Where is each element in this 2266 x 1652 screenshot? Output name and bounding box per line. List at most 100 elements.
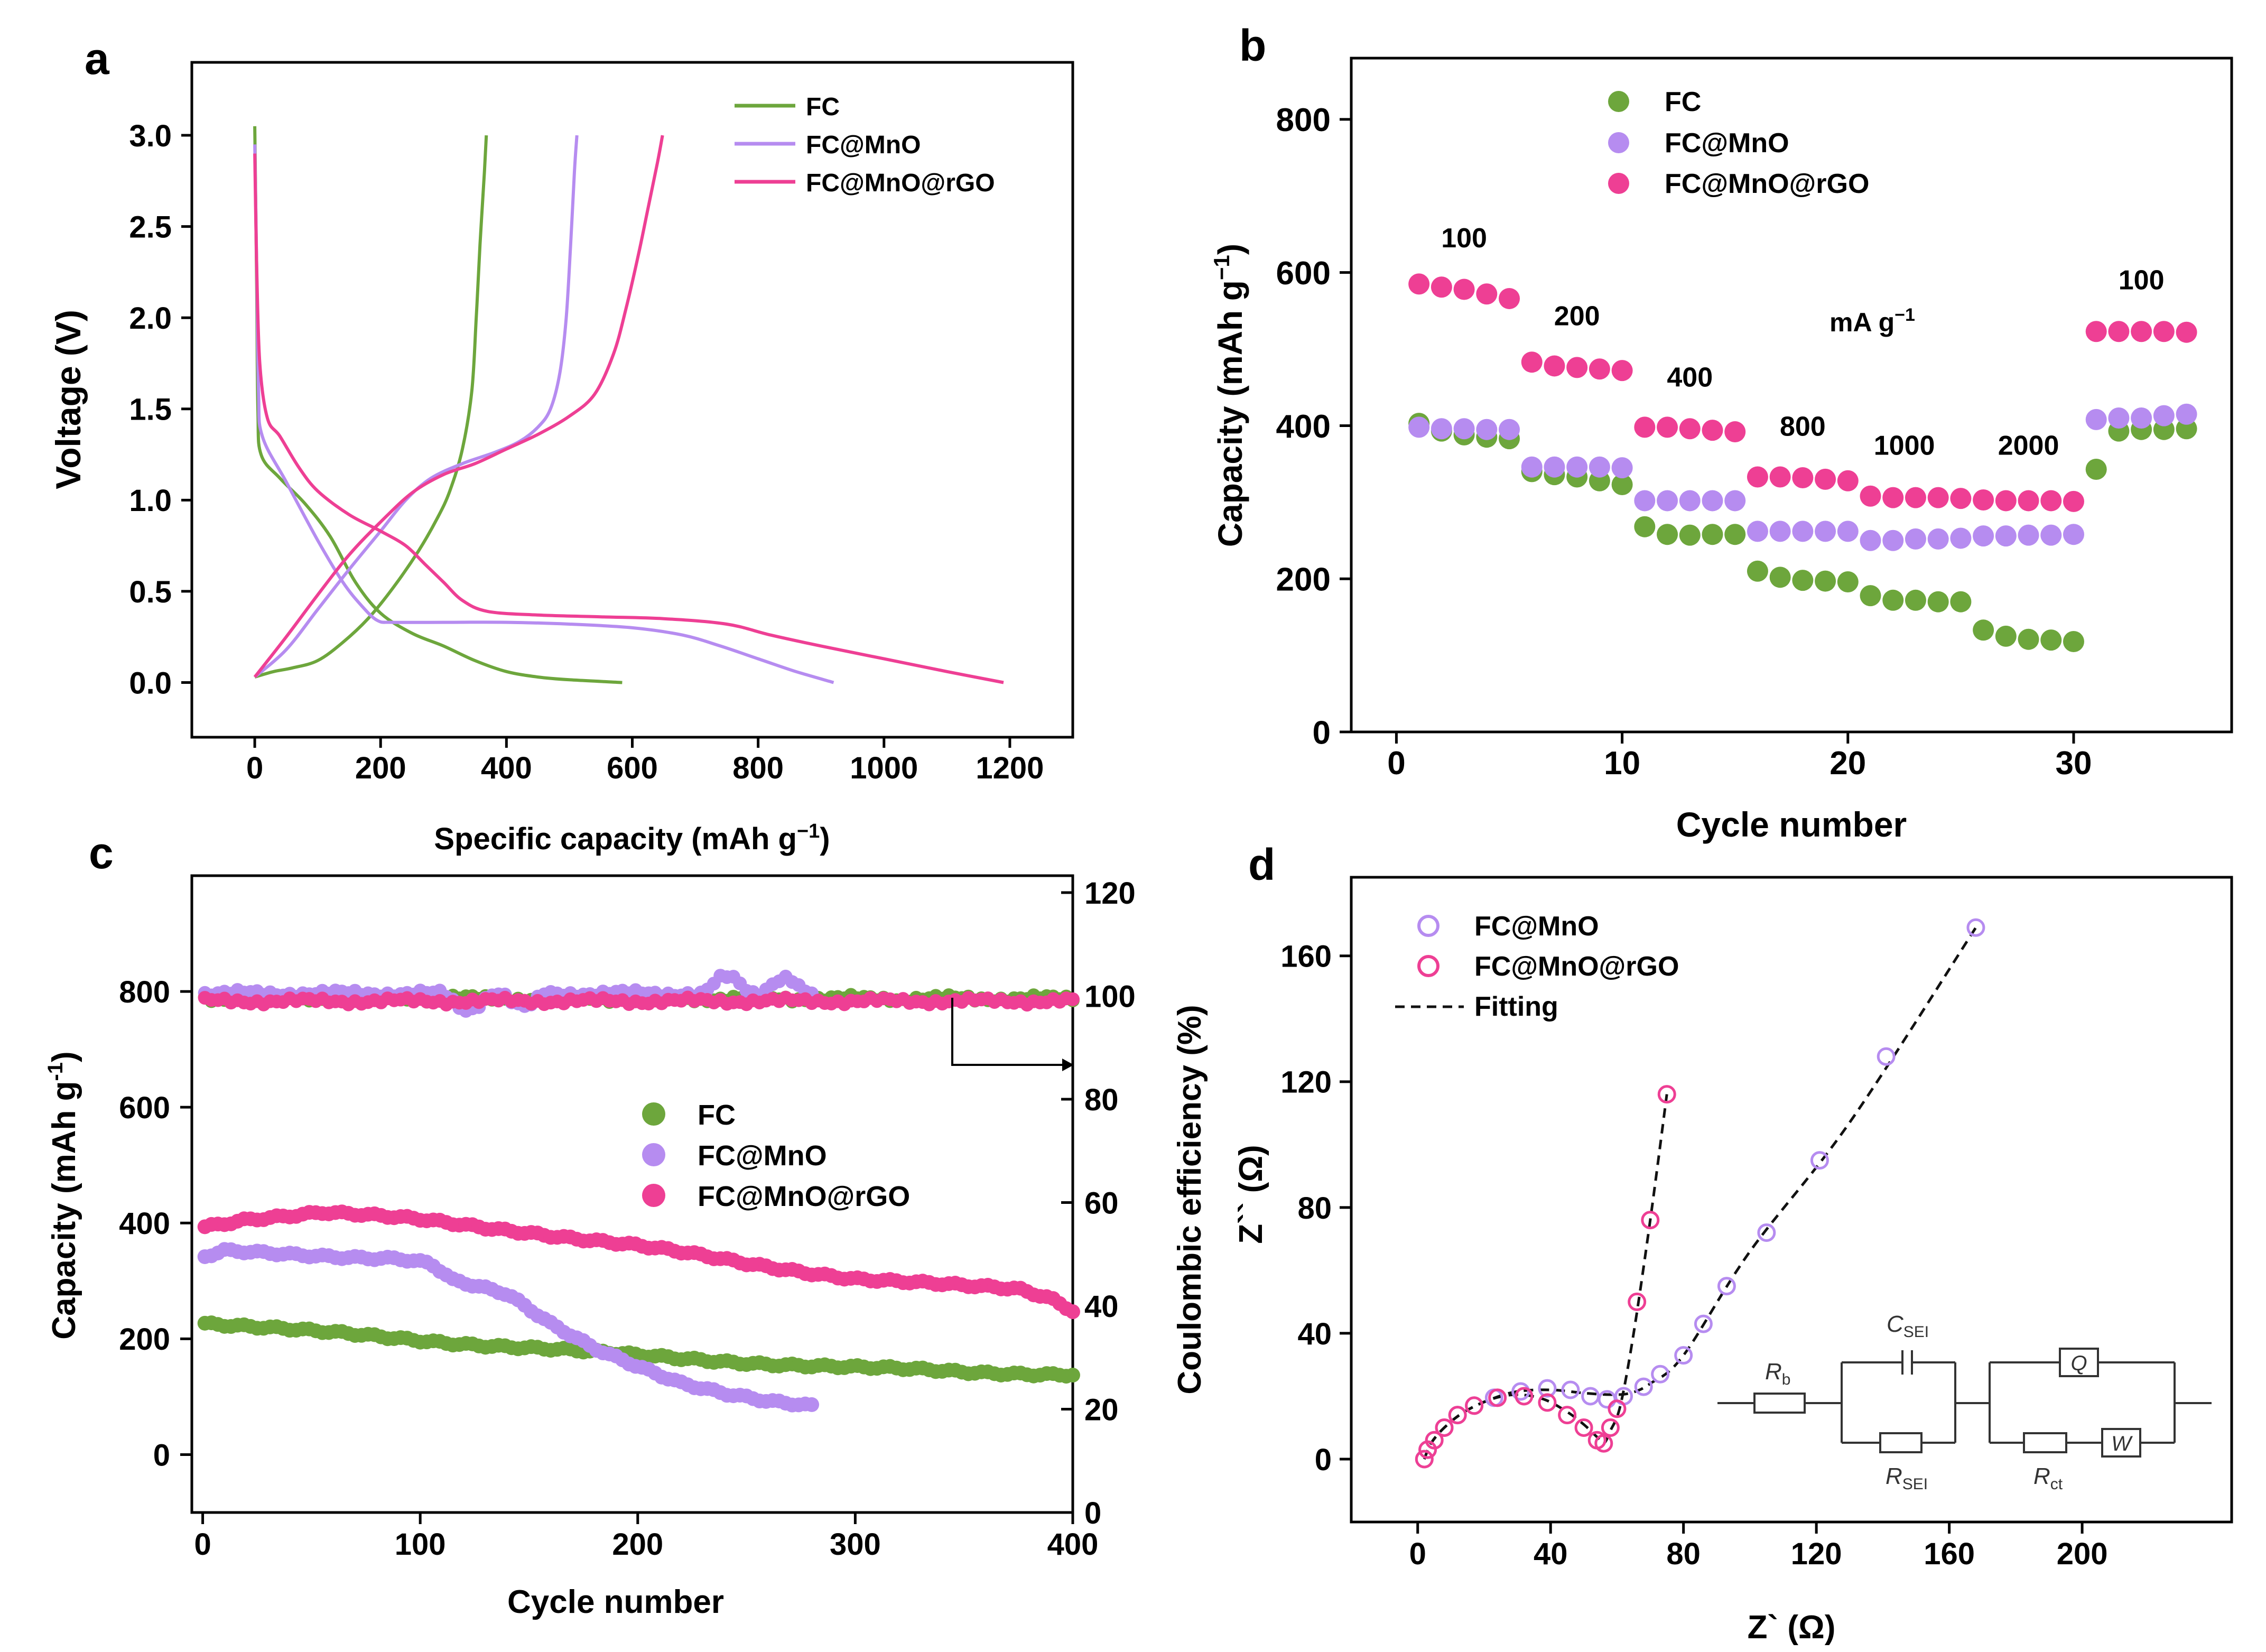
fc-mno-point (1950, 527, 1972, 549)
panel-a-x-title: Specific capacity (mAh g−1) (434, 820, 830, 856)
panel-d-y-tick-label: 80 (1297, 1191, 1332, 1226)
fc-mno-rgo-point (1544, 355, 1565, 377)
fc-mno-point (1860, 530, 1881, 551)
fc-point (1657, 524, 1678, 545)
fc-point (1679, 524, 1701, 546)
panel-a-y-tick-label: 2.5 (129, 210, 172, 245)
fc-mno-rgo-point (1792, 467, 1814, 488)
fc-capacity-point (1065, 1368, 1080, 1383)
fc-mno-point (1837, 521, 1859, 542)
fc-mno-point (1408, 416, 1430, 438)
panel-c-y2-tick-label: 80 (1084, 1083, 1119, 1117)
fc-mno-point (1566, 456, 1588, 478)
fc-mno-point (1905, 528, 1926, 550)
fc-mno-nyquist-point (1717, 1277, 1736, 1296)
fc-mno-rgo-nyquist-point (1435, 1418, 1454, 1437)
fc-mno-nyquist-point (1651, 1365, 1670, 1384)
fc-mno-rgo-point (2108, 321, 2130, 342)
panel-b-points (1408, 273, 2197, 653)
fc-mno-rgo-nyquist-point (1574, 1418, 1593, 1437)
panel-d-y-tick-label: 120 (1280, 1065, 1332, 1100)
panel-a-x-tick-label: 0 (246, 751, 263, 785)
panel-d-points (1415, 918, 1985, 1469)
fc-point (1882, 589, 1904, 611)
fc-mno-point (1476, 419, 1498, 440)
fc-mno-rgo-point (1973, 489, 1994, 511)
fc-mno-rgo-point (1611, 360, 1633, 382)
fc-mno-rgo-point (1408, 273, 1430, 295)
fc-mno-charge-curve (254, 135, 579, 679)
fc-mno-rgo-point (1499, 287, 1520, 309)
panel-a-x-tick-label: 1200 (976, 751, 1044, 785)
panel-a-y-tick-label: 3.0 (129, 119, 172, 153)
panel-b-x-tick-label: 30 (2055, 745, 2092, 782)
legend-c-fc-mno-marker (642, 1143, 665, 1166)
fc-mno-nyquist-point (1877, 1047, 1896, 1066)
fc-point (2040, 629, 2062, 651)
legend-c-fc-mno-rgo-marker (642, 1184, 665, 1207)
fc-mno-capacity-point (804, 1397, 820, 1412)
panel-d-x-tick-label: 80 (1666, 1537, 1701, 1571)
panel-b-label: b (1239, 21, 1266, 70)
fc-mno-rgo-point (1927, 487, 1949, 508)
panel-d-legend: FC@MnO FC@MnO@rGO Fitting (1395, 911, 1679, 1022)
fc-point (1792, 570, 1814, 591)
fc-mno-point (1995, 525, 2017, 547)
circuit-label-rb: Rb (1765, 1359, 1790, 1388)
panel-b-legend: FC FC@MnO FC@MnO@rGO (1608, 87, 1869, 199)
panel-c: c 0 100 200 300 400 0 200 400 600 800 0 20 40 60 80 1… (44, 828, 1208, 1620)
panel-b-y-tick-label: 800 (1276, 102, 1331, 138)
circuit-rct-resistor (2023, 1432, 2067, 1453)
panel-a-y-tick-label: 1.5 (129, 393, 172, 427)
panel-b-rate-unit: mA g−1 (1829, 305, 1915, 337)
panel-d-x-ticks: 0 40 80 120 160 200 (1409, 1522, 2108, 1571)
fc-mno-rgo-discharge-curve (253, 153, 1004, 684)
fc-mno-rgo-point (1679, 418, 1701, 440)
fc-mno-nyquist-point (1757, 1223, 1776, 1242)
panel-b-y-title: Capacity (mAh g−1) (1209, 244, 1249, 547)
panel-d-y-tick-label: 0 (1315, 1443, 1332, 1477)
panel-c-y-ticks: 0 200 400 600 800 (119, 975, 192, 1472)
fc-mno-rgo-nyquist-point (1538, 1393, 1557, 1412)
panel-b-x-ticks: 0 10 20 30 (1387, 732, 2092, 782)
panel-c-y2-tick-label: 120 (1084, 876, 1136, 911)
panel-a-x-tick-label: 600 (607, 751, 658, 785)
fc-mno-rgo-point (1566, 357, 1588, 378)
panel-d-x-tick-label: 40 (1534, 1537, 1568, 1571)
rate-label: 1000 (1874, 431, 1935, 461)
panel-c-y-tick-label: 800 (119, 975, 170, 1009)
panel-d-x-tick-label: 0 (1409, 1537, 1426, 1571)
fc-mno-rgo-nyquist-point (1465, 1396, 1484, 1415)
fc-mno-point (1747, 521, 1768, 542)
fitting-curve (1423, 1094, 1668, 1460)
panel-b-y-tick-label: 600 (1276, 255, 1331, 292)
fc-point (1611, 474, 1633, 496)
panel-d-x-tick-label: 200 (2057, 1537, 2108, 1571)
fc-mno-rgo-efficiency-point (1066, 992, 1080, 1006)
panel-b-x-tick-label: 20 (1829, 745, 1866, 782)
panel-c-y2-tick-label: 0 (1084, 1496, 1101, 1530)
fc-mno-point (1679, 490, 1701, 512)
rate-label: 2000 (1998, 431, 2059, 461)
panel-a-label: a (85, 34, 110, 83)
fc-mno-point (2018, 524, 2039, 546)
fc-mno-point (2085, 409, 2107, 430)
fc-mno-rgo-point (2176, 321, 2197, 343)
panel-b-y-tick-label: 200 (1276, 562, 1331, 598)
panel-d-x-tick-label: 120 (1791, 1537, 1842, 1571)
panel-c-y-tick-label: 0 (153, 1438, 170, 1472)
fc-mno-point (1657, 490, 1678, 512)
fc-mno-rgo-point (1995, 490, 2017, 512)
fc-point (1815, 570, 1836, 592)
fc-mno-nyquist-point (1694, 1314, 1713, 1333)
panel-a-x-tick-label: 800 (732, 751, 784, 785)
fc-mno-nyquist-point (1634, 1377, 1653, 1396)
fc-mno-point (2153, 405, 2175, 426)
circuit-label-w: W (2111, 1432, 2133, 1455)
panel-c-x-title: Cycle number (507, 1584, 724, 1620)
legend-fc-mno-label: FC@MnO (806, 131, 921, 159)
circuit-rsei-resistor (1879, 1432, 1923, 1453)
fc-mno-point (1499, 419, 1520, 440)
fc-point (1837, 571, 1859, 593)
